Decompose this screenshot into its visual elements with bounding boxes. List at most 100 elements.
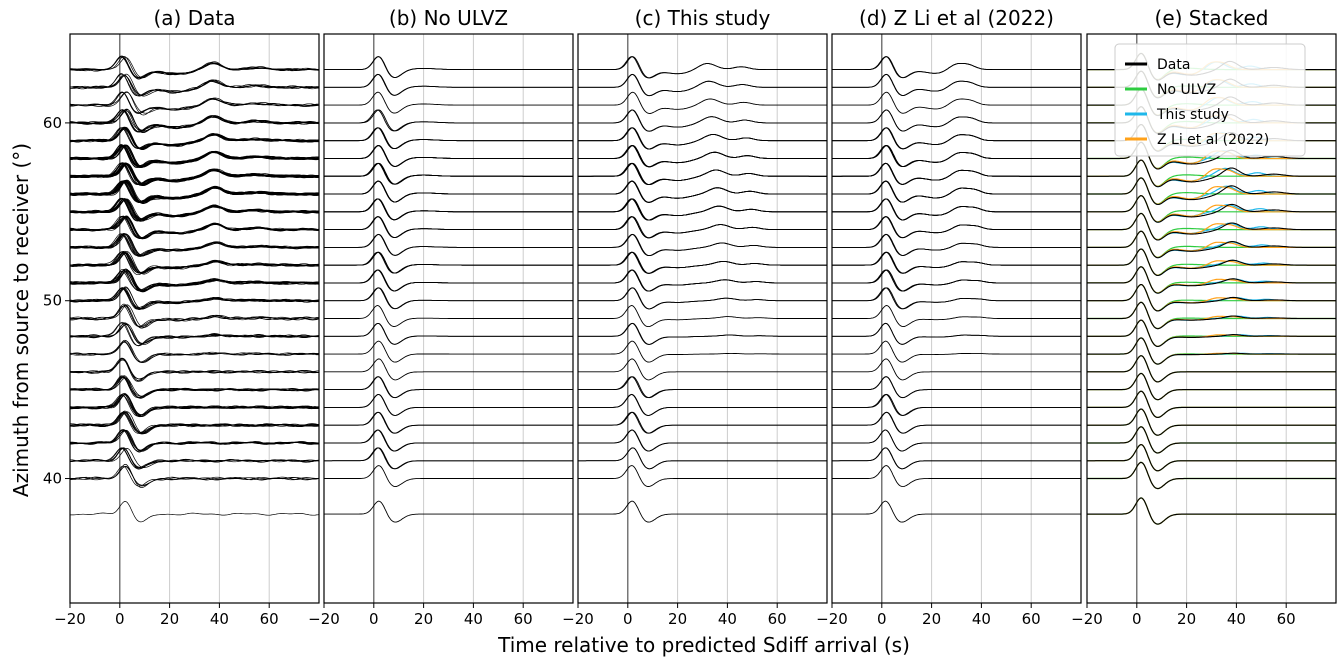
data-trace [70, 464, 319, 488]
data-trace [70, 163, 319, 185]
synthetic-trace [832, 287, 1081, 310]
synthetic-trace [324, 180, 573, 203]
data-trace [70, 252, 319, 274]
synthetic-trace [832, 162, 1081, 185]
synthetic-trace [832, 73, 1081, 96]
data-trace [70, 447, 319, 468]
data-trace [70, 162, 319, 187]
x-tick-label: 60 [260, 610, 279, 628]
data-trace [70, 268, 319, 292]
data-trace [70, 109, 319, 133]
legend-box [1114, 43, 1306, 157]
legend-label: No ULVZ [1157, 82, 1216, 98]
data-trace [70, 181, 319, 203]
stack-trace-data [1087, 337, 1336, 365]
synthetic-trace [578, 162, 827, 185]
data-trace [70, 109, 319, 132]
data-trace [70, 429, 319, 452]
data-trace [70, 162, 319, 185]
synthetic-trace [578, 216, 827, 239]
synthetic-trace [324, 162, 573, 185]
stack-trace-zli [1087, 355, 1336, 383]
synthetic-trace [324, 233, 573, 256]
synthetic-trace [578, 358, 827, 381]
synthetic-trace [324, 145, 573, 167]
stack-trace-data [1087, 355, 1336, 383]
synthetic-trace [324, 162, 573, 185]
data-trace [70, 163, 319, 185]
synthetic-trace [324, 109, 573, 132]
synthetic-trace [832, 429, 1081, 452]
data-trace [70, 56, 319, 78]
data-trace [70, 127, 319, 150]
data-trace [70, 215, 319, 239]
synthetic-trace [832, 411, 1081, 434]
data-trace [70, 56, 319, 79]
data-trace [70, 271, 319, 291]
synthetic-trace [324, 394, 573, 416]
stack-trace-zli [1087, 284, 1336, 312]
data-trace [70, 127, 319, 149]
data-trace [70, 180, 319, 203]
stack-trace-thisstudy [1087, 230, 1336, 259]
stack-trace-noulvz [1087, 497, 1336, 525]
data-trace [70, 73, 319, 97]
synthetic-trace [324, 340, 573, 363]
data-trace [70, 198, 319, 221]
data-trace [70, 144, 319, 169]
data-trace [70, 411, 319, 434]
data-trace [70, 303, 319, 328]
synthetic-trace [832, 447, 1081, 470]
data-trace [70, 287, 319, 310]
data-trace [70, 162, 319, 185]
data-trace [70, 341, 319, 363]
data-trace [70, 216, 319, 240]
synthetic-trace [578, 251, 827, 274]
data-trace [70, 305, 319, 327]
synthetic-trace [324, 465, 573, 488]
data-trace [70, 180, 319, 203]
data-trace [70, 127, 319, 150]
synthetic-trace [578, 234, 827, 257]
data-trace [70, 108, 319, 132]
synthetic-trace [324, 73, 573, 96]
synthetic-trace [832, 233, 1081, 256]
data-trace [70, 197, 319, 222]
data-trace [70, 322, 319, 345]
synthetic-trace [578, 56, 827, 79]
data-trace [70, 179, 319, 203]
synthetic-trace [324, 305, 573, 327]
stack-trace-zli [1087, 159, 1336, 188]
stack-trace-data [1087, 266, 1336, 294]
data-trace [70, 110, 319, 131]
data-trace [70, 144, 319, 168]
data-trace [70, 126, 319, 151]
data-trace [70, 270, 319, 293]
panel-title-e: (e) Stacked [1155, 6, 1269, 30]
synthetic-trace [832, 198, 1081, 221]
stack-trace-thisstudy [1087, 337, 1336, 365]
data-trace [70, 429, 319, 453]
data-trace [70, 109, 319, 133]
data-trace [70, 55, 319, 80]
panel-frame [831, 33, 1082, 604]
data-trace [70, 144, 319, 166]
stack-trace-noulvz [1087, 372, 1336, 401]
synthetic-trace [324, 376, 573, 399]
stack-trace-data [1087, 141, 1336, 170]
stack-trace-zli [1087, 319, 1336, 347]
synthetic-trace [832, 269, 1081, 292]
traces-e [1087, 52, 1336, 525]
synthetic-trace [324, 198, 573, 221]
synthetic-trace [832, 216, 1081, 239]
data-trace [70, 270, 319, 293]
data-trace [70, 287, 319, 310]
synthetic-trace [578, 447, 827, 470]
stack-trace-noulvz [1087, 426, 1336, 454]
data-trace [70, 394, 319, 416]
data-trace [70, 411, 319, 435]
y-tick-label: 60 [43, 114, 62, 132]
data-trace [70, 412, 319, 434]
synthetic-trace [324, 145, 573, 167]
data-trace [70, 216, 319, 240]
